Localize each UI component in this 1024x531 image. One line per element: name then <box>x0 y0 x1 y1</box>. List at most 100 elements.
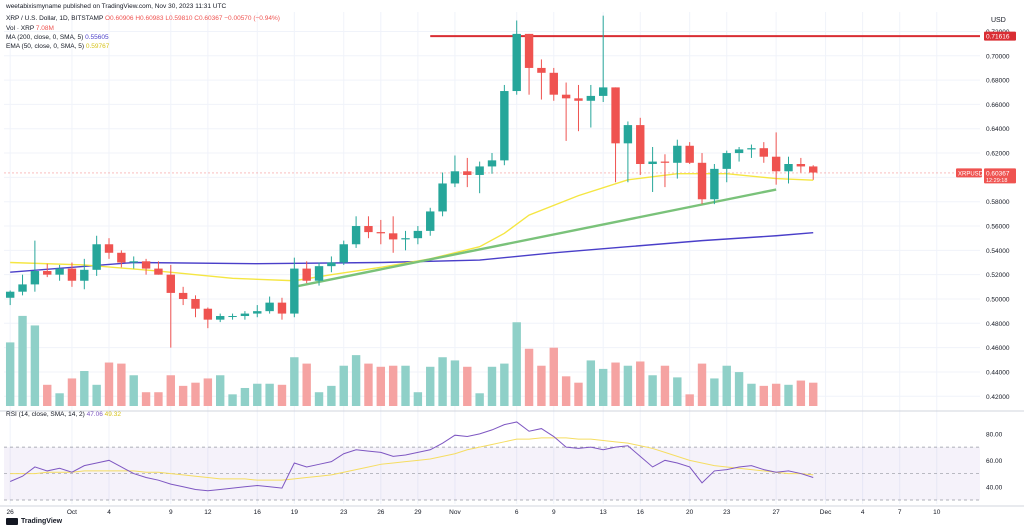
volume-bar <box>277 384 287 406</box>
volume-bar <box>524 348 534 406</box>
volume-bar <box>327 385 336 406</box>
candle-body <box>351 226 361 245</box>
candle-body <box>314 266 324 281</box>
rsi-tick-label: 80.00 <box>986 431 1003 438</box>
candle-body <box>685 145 694 163</box>
candle-body <box>722 153 731 169</box>
volume-bar <box>117 363 126 406</box>
time-tick-label: 19 <box>291 509 299 516</box>
tradingview-brand[interactable]: TradingView <box>6 518 62 525</box>
ema-label: EMA (50, close, 0, SMA, 5) <box>6 43 85 50</box>
time-tick-label: 4 <box>107 509 111 516</box>
resistance-price-tag <box>984 31 1016 41</box>
candle-body <box>203 308 213 320</box>
volume-bar <box>685 394 694 406</box>
candle-body <box>228 316 237 318</box>
price-tick-label: 0.50000 <box>986 296 1010 303</box>
volume-bar <box>401 365 410 406</box>
volume-bar <box>314 392 324 406</box>
candle-body <box>771 156 781 172</box>
candle-body <box>574 98 583 101</box>
candle-body <box>413 230 423 239</box>
candle-body <box>809 166 818 173</box>
candle-body <box>30 271 40 285</box>
volume-bar <box>809 382 818 406</box>
volume-bar <box>673 377 682 406</box>
candle-body <box>327 262 336 267</box>
volume-bar <box>339 365 348 406</box>
volume-bar <box>722 365 731 406</box>
time-tick-label: 6 <box>515 509 519 516</box>
volume-bar <box>351 355 361 406</box>
volume-bar <box>364 363 373 406</box>
time-tick-label: 13 <box>600 509 608 516</box>
volume-bar <box>388 365 398 406</box>
candle-body <box>178 292 188 299</box>
time-tick-label: 23 <box>340 509 348 516</box>
candle-body <box>240 313 250 317</box>
volume-bar <box>636 361 645 406</box>
candle-body <box>129 261 138 263</box>
candle-body <box>747 148 756 150</box>
volume-bar <box>376 366 386 406</box>
candle-body <box>759 148 768 157</box>
time-tick-label: 20 <box>686 509 694 516</box>
time-tick-label: 9 <box>552 509 556 516</box>
candle-body <box>512 33 521 92</box>
volume-bar <box>648 375 657 406</box>
rsi-ma-line <box>10 437 814 481</box>
candle-body <box>277 302 287 314</box>
countdown-label: 12:29:18 <box>986 178 1007 184</box>
candle-body <box>117 252 126 263</box>
tradingview-logo-icon <box>6 518 18 525</box>
rsi-pane <box>4 421 980 501</box>
resistance-price-label: 0.71616 <box>986 34 1010 41</box>
symbol-line[interactable]: XRP / U.S. Dollar, 1D, BITSTAMP O0.60906… <box>6 14 280 23</box>
time-tick-label: Dec <box>820 509 832 516</box>
candle-body <box>302 268 311 281</box>
time-tick-label: 9 <box>169 509 173 516</box>
volume-bar <box>413 392 423 406</box>
volume-legend[interactable]: Vol · XRP 7.08M <box>6 24 54 33</box>
ma200-line <box>10 232 814 273</box>
candle-body <box>450 171 460 184</box>
candle-body <box>376 232 386 234</box>
volume-bar <box>475 393 484 406</box>
ema-legend[interactable]: EMA (50, close, 0, SMA, 5) 0.59767 <box>6 42 109 51</box>
volume-bar <box>734 372 744 406</box>
time-tick-label: 12 <box>204 509 212 516</box>
candle-body <box>598 87 608 96</box>
volume-bar <box>771 383 781 406</box>
candle-body <box>290 268 299 314</box>
candle-body <box>154 268 163 275</box>
candle-body <box>141 261 151 269</box>
candle-body <box>463 171 472 175</box>
rsi-legend[interactable]: RSI (14, close, SMA, 14, 2) 47.06 49.32 <box>6 410 121 419</box>
candles <box>5 15 818 348</box>
candle-body <box>166 274 175 293</box>
ma-legend[interactable]: MA (200, close, 0, SMA, 5) 0.55605 <box>6 33 109 42</box>
rsi-ma-value: 49.32 <box>104 411 121 418</box>
volume-bar <box>141 392 151 406</box>
volume-bar <box>240 387 250 406</box>
candle-body <box>524 33 534 68</box>
rsi-line <box>9 421 814 492</box>
volume-bar <box>92 384 101 406</box>
price-tick-label: 0.66000 <box>986 102 1010 109</box>
volume-bar <box>623 365 633 406</box>
candle-body <box>265 302 274 312</box>
candle-body <box>549 72 558 95</box>
time-tick-label: 10 <box>933 509 941 516</box>
volume-bar <box>228 394 237 406</box>
time-tick-label: 4 <box>861 509 865 516</box>
candle-body <box>55 268 64 275</box>
ohlc-values: O0.60906 H0.60983 L0.59810 C0.60367 −0.0… <box>104 15 280 22</box>
candle-body <box>43 271 52 275</box>
ma-label: MA (200, close, 0, SMA, 5) <box>6 34 84 41</box>
volume-bar <box>598 368 608 406</box>
candle-body <box>426 211 435 231</box>
time-tick-label: Oct <box>67 509 77 516</box>
volume-bar <box>55 393 64 406</box>
time-tick-label: Nov <box>449 509 461 516</box>
